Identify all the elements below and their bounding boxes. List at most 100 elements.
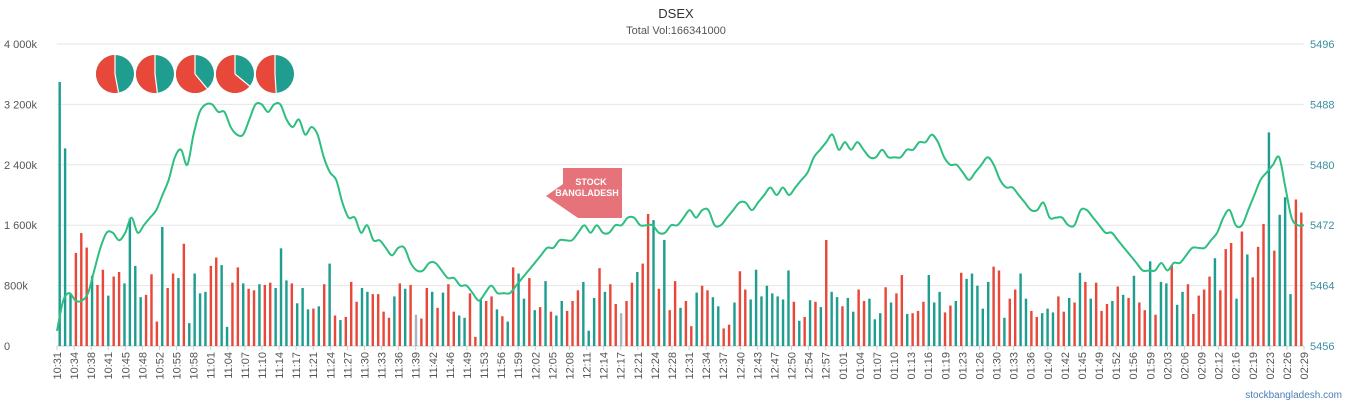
x-tick-label: 01:45 bbox=[1077, 352, 1089, 380]
y-right-tick-label: 5456 bbox=[1310, 341, 1334, 353]
x-tick-label: 11:14 bbox=[274, 352, 286, 379]
pie-divider bbox=[194, 73, 208, 90]
x-axis: 10:31 10:34 10:38 10:41 10:45 10:48 10:52 10:55… bbox=[52, 346, 1311, 380]
x-tick-label: 11:27 bbox=[342, 352, 354, 379]
x-tick-label: 02:16 bbox=[1231, 352, 1243, 380]
volume-bar bbox=[495, 309, 499, 346]
credit-link[interactable]: stockbangladesh.com bbox=[1245, 390, 1342, 401]
volume-bar bbox=[949, 305, 952, 346]
volume-bar bbox=[1132, 275, 1136, 346]
x-tick-label: 01:40 bbox=[1043, 352, 1055, 380]
y-right-tick-label: 5480 bbox=[1310, 160, 1334, 172]
y-axis-right: 5456 5464 5472 5480 5488 5496 bbox=[1310, 39, 1334, 353]
volume-bar bbox=[231, 282, 234, 346]
x-tick-label: 10:31 bbox=[52, 352, 64, 380]
pie-red-slice bbox=[215, 54, 250, 93]
volume-bar bbox=[1262, 223, 1265, 346]
volume-bar bbox=[857, 289, 860, 346]
x-tick-label: 11:10 bbox=[257, 352, 269, 379]
pie-divider bbox=[114, 73, 120, 93]
volume-bar bbox=[63, 148, 67, 346]
volume-bar bbox=[134, 265, 137, 346]
x-tick-label: 11:07 bbox=[240, 352, 252, 379]
volume-bar bbox=[808, 300, 812, 346]
x-tick-label: 02:19 bbox=[1248, 352, 1260, 380]
volume-bar bbox=[544, 281, 547, 346]
volume-bar bbox=[846, 297, 850, 346]
volume-bar bbox=[965, 278, 968, 346]
volume-bar bbox=[549, 311, 553, 346]
volume-bar bbox=[1256, 246, 1260, 346]
volume-bar bbox=[263, 284, 267, 346]
volume-bar bbox=[312, 308, 315, 346]
volume-bar bbox=[1208, 276, 1211, 346]
volume-bar bbox=[1278, 214, 1281, 346]
x-tick-label: 12:02 bbox=[530, 352, 542, 380]
volume-bar bbox=[1219, 290, 1222, 346]
x-tick-label: 01:52 bbox=[1111, 352, 1123, 380]
volume-bar bbox=[749, 299, 752, 346]
volume-bar bbox=[684, 300, 688, 346]
volume-bar bbox=[927, 275, 931, 346]
volume-bar bbox=[700, 285, 704, 346]
volume-bar bbox=[1046, 308, 1049, 346]
x-tick-label: 01:13 bbox=[906, 352, 918, 380]
volume-bar bbox=[339, 320, 342, 346]
volume-bar bbox=[900, 275, 904, 346]
volume-bar bbox=[862, 300, 866, 346]
x-tick-label: 01:16 bbox=[923, 352, 935, 380]
volume-bar bbox=[1300, 212, 1303, 346]
volume-bar bbox=[112, 276, 115, 346]
volume-bar bbox=[598, 268, 601, 346]
x-tick-label: 11:33 bbox=[377, 352, 389, 379]
volume-bar bbox=[328, 263, 331, 346]
x-tick-label: 10:52 bbox=[155, 352, 167, 380]
x-tick-label: 11:49 bbox=[462, 352, 474, 379]
pie-red-slice bbox=[135, 54, 158, 93]
x-tick-label: 12:17 bbox=[616, 352, 628, 380]
pie-indicator bbox=[215, 54, 254, 93]
x-tick-label: 01:04 bbox=[855, 352, 867, 380]
volume-bar bbox=[1030, 310, 1033, 346]
volume-bar bbox=[501, 316, 504, 346]
y-right-tick-label: 5472 bbox=[1310, 220, 1334, 232]
volume-bar bbox=[625, 300, 628, 346]
volume-bars bbox=[58, 82, 1303, 346]
volume-bar bbox=[614, 304, 617, 346]
volume-bar bbox=[441, 292, 445, 346]
index-line-layer bbox=[56, 101, 1305, 332]
pie-indicator bbox=[135, 54, 174, 93]
volume-bar bbox=[690, 326, 693, 346]
volume-bar bbox=[603, 291, 607, 346]
x-tick-label: 01:56 bbox=[1128, 352, 1140, 380]
volume-bar bbox=[69, 293, 72, 346]
volume-bar bbox=[1121, 294, 1125, 346]
volume-bar bbox=[906, 313, 909, 346]
volume-bar bbox=[1084, 281, 1087, 346]
volume-bar bbox=[74, 252, 78, 346]
volume-bar bbox=[393, 296, 396, 346]
x-tick-label: 01:26 bbox=[974, 352, 986, 380]
volume-bar bbox=[301, 288, 304, 346]
volume-bar bbox=[215, 257, 218, 346]
x-tick-label: 11:46 bbox=[445, 352, 457, 379]
x-tick-label: 12:08 bbox=[565, 352, 577, 380]
volume-bar bbox=[744, 289, 747, 346]
volume-bar bbox=[1024, 298, 1028, 346]
volume-bar bbox=[333, 315, 337, 346]
volume-bar bbox=[911, 313, 914, 346]
x-tick-label: 10:38 bbox=[86, 352, 98, 380]
x-tick-label: 02:26 bbox=[1282, 352, 1294, 380]
volume-bar bbox=[1235, 298, 1238, 346]
x-tick-label: 11:53 bbox=[479, 352, 491, 379]
volume-bar bbox=[727, 324, 731, 346]
volume-bar bbox=[1089, 298, 1092, 346]
volume-bar bbox=[155, 321, 159, 346]
x-tick-label: 12:05 bbox=[547, 352, 559, 380]
volume-bar bbox=[986, 281, 990, 346]
volume-bar bbox=[722, 328, 725, 346]
volume-bar bbox=[447, 284, 450, 346]
x-tick-label: 01:23 bbox=[957, 352, 969, 380]
volume-bar bbox=[1067, 297, 1071, 346]
volume-bar bbox=[776, 296, 779, 346]
